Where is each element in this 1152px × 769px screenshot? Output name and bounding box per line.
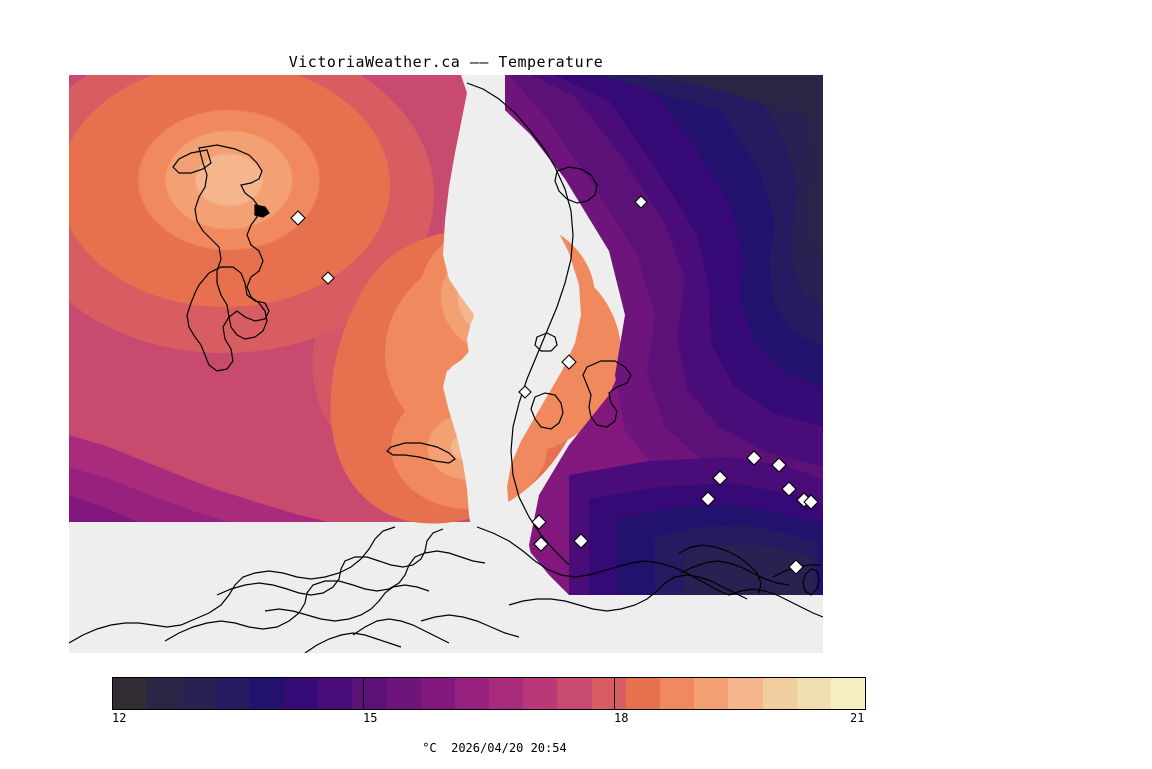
colorbar-swatch-10: [454, 678, 490, 709]
map-panel[interactable]: [69, 75, 823, 653]
station-marker: [290, 210, 306, 226]
colorbar-caption: °C 2026/04/20 20:54: [0, 727, 1152, 769]
station-marker: [788, 559, 804, 575]
colorbar-swatch-21: [830, 678, 866, 709]
station-marker: [771, 457, 787, 473]
station-marker: [781, 481, 797, 497]
colorbar-swatch-15: [625, 678, 660, 709]
colorbar-swatches: [112, 677, 866, 710]
colorbar-swatch-6: [318, 678, 353, 709]
colorbar-swatch-14: [591, 678, 626, 709]
station-marker: [573, 533, 589, 549]
station-marker: [634, 195, 648, 209]
colorbar-caption-text: °C 2026/04/20 20:54: [422, 741, 567, 755]
station-marker: [561, 354, 577, 370]
colorbar: 12 15 18 21: [112, 677, 866, 725]
station-marker: [531, 514, 547, 530]
colorbar-swatch-5: [283, 678, 319, 709]
colorbar-swatch-17: [694, 678, 729, 709]
colorbar-swatch-4: [249, 678, 284, 709]
colorbar-swatch-0: [113, 678, 148, 709]
station-marker: [518, 385, 532, 399]
colorbar-swatch-3: [215, 678, 250, 709]
colorbar-tick-15: [363, 677, 364, 710]
station-marker: [533, 536, 549, 552]
colorbar-swatch-16: [660, 678, 695, 709]
station-marker: [712, 470, 728, 486]
colorbar-swatch-11: [489, 678, 524, 709]
colorbar-swatch-9: [420, 678, 455, 709]
colorbar-swatch-12: [523, 678, 558, 709]
colorbar-tick-18: [614, 677, 615, 710]
colorbar-swatch-1: [147, 678, 182, 709]
map-land-fill: [69, 75, 823, 653]
colorbar-swatch-20: [796, 678, 831, 709]
colorbar-label-max: 21: [850, 711, 865, 725]
colorbar-label-min: 12: [112, 711, 127, 725]
station-marker: [803, 494, 819, 510]
contour-field-southeast: [569, 457, 823, 595]
colorbar-swatch-2: [181, 678, 216, 709]
colorbar-swatch-18: [728, 678, 763, 709]
colorbar-swatch-19: [762, 678, 797, 709]
colorbar-label-mid1: 15: [363, 711, 378, 725]
station-marker: [746, 450, 762, 466]
colorbar-swatch-8: [386, 678, 421, 709]
colorbar-swatch-7: [352, 678, 387, 709]
coastlines: [69, 82, 823, 653]
colorbar-swatch-13: [557, 678, 592, 709]
station-marker: [700, 491, 716, 507]
temperature-contour-map: [69, 75, 823, 653]
station-markers[interactable]: [290, 195, 823, 575]
colorbar-label-mid2: 18: [614, 711, 629, 725]
page-title: VictoriaWeather.ca —— Temperature: [288, 53, 604, 71]
station-marker: [321, 271, 335, 285]
